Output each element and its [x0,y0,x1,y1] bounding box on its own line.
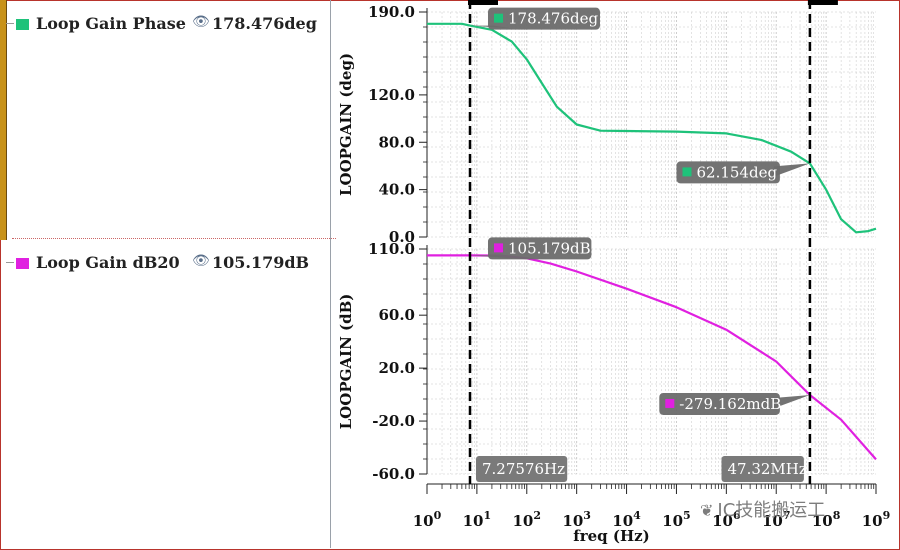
legend-row-separator [12,238,336,239]
callout-box [487,237,592,260]
legend-label-phase: Loop Gain Phase [36,14,186,33]
x-tick-label: 107 [762,509,791,530]
x-tick-label: 108 [812,509,841,530]
series-line-loop-gain-phase [427,22,877,234]
legend-value-db20: 105.179dB [212,253,310,272]
callout-swatch [682,167,692,177]
bode-plot-chart[interactable]: 190.0 120.0 80.0 40.0 0.0 LOOPGAIN (deg) 178.4… [331,0,900,550]
marker-label: 7.27576Hz [482,460,565,478]
legend-item-loop-gain-phase[interactable]: Loop Gain Phase 👁 178.476deg [6,13,330,35]
x-tick-label: 105 [662,509,691,530]
y-tick-label: -60.0 [372,465,415,483]
watermark-text: IC技能搬运工 [717,500,826,521]
callout-pointer [771,163,810,178]
callout-label: -279.162mdB [679,395,781,413]
y-tick-label: 60.0 [378,306,415,324]
callout-swatch [493,13,503,23]
selection-edge-bar [0,0,7,240]
callout-label: 178.476deg [508,10,599,28]
callout-box [487,7,600,30]
eye-icon[interactable]: 👁 [192,253,210,269]
legend-connector [6,23,14,24]
y-tick-label: 120.0 [368,86,415,104]
x-tick-label: 109 [862,509,891,530]
x-tick-label: 106 [712,509,741,530]
y-tick-label: 190.0 [368,3,415,21]
y-axis-title: LOOPGAIN (dB) [337,294,355,430]
callout-box [676,161,780,184]
legend-item-loop-gain-db20[interactable]: Loop Gain dB20 👁 105.179dB [6,252,330,274]
legend-connector [6,262,14,263]
x-tick-label: 102 [513,509,542,530]
legend-swatch-db20 [16,258,29,269]
eye-icon[interactable]: 👁 [192,14,210,30]
marker-label-box [475,456,568,482]
wechat-icon: ❦ [700,501,714,520]
y-tick-label: 110.0 [368,240,415,258]
marker-label-box [721,456,804,482]
marker-handle [807,0,838,5]
callout-label: 105.179dB [508,239,591,257]
watermark: ❦ IC技能搬运工 [700,496,825,522]
callout-swatch [493,243,503,253]
panel-divider[interactable] [330,0,331,548]
callout-box [659,392,780,415]
y-tick-label: 20.0 [378,359,415,377]
y-tick-label: 40.0 [378,181,415,199]
y-axis-title: LOOPGAIN (deg) [337,53,355,196]
marker-label: 47.32MHz [727,460,806,478]
x-tick-label: 100 [413,509,442,530]
legend-label-db20: Loop Gain dB20 [36,253,180,272]
x-axis-title: freq (Hz) [573,527,650,545]
marker-handle [467,0,498,5]
legend-swatch-phase [16,19,29,30]
y-tick-label: 0.0 [389,228,415,246]
callout-label: 62.154deg [696,163,777,181]
x-tick-label: 101 [463,509,492,530]
y-tick-label: 80.0 [378,133,415,151]
x-tick-label: 104 [612,509,641,530]
legend-value-phase: 178.476deg [212,14,317,33]
callout-swatch [665,398,675,408]
y-tick-label: -20.0 [372,412,415,430]
callout-pointer [771,394,810,409]
legend-panel: Loop Gain Phase 👁 178.476deg Loop Gain d… [6,0,336,548]
x-tick-label: 103 [562,509,591,530]
